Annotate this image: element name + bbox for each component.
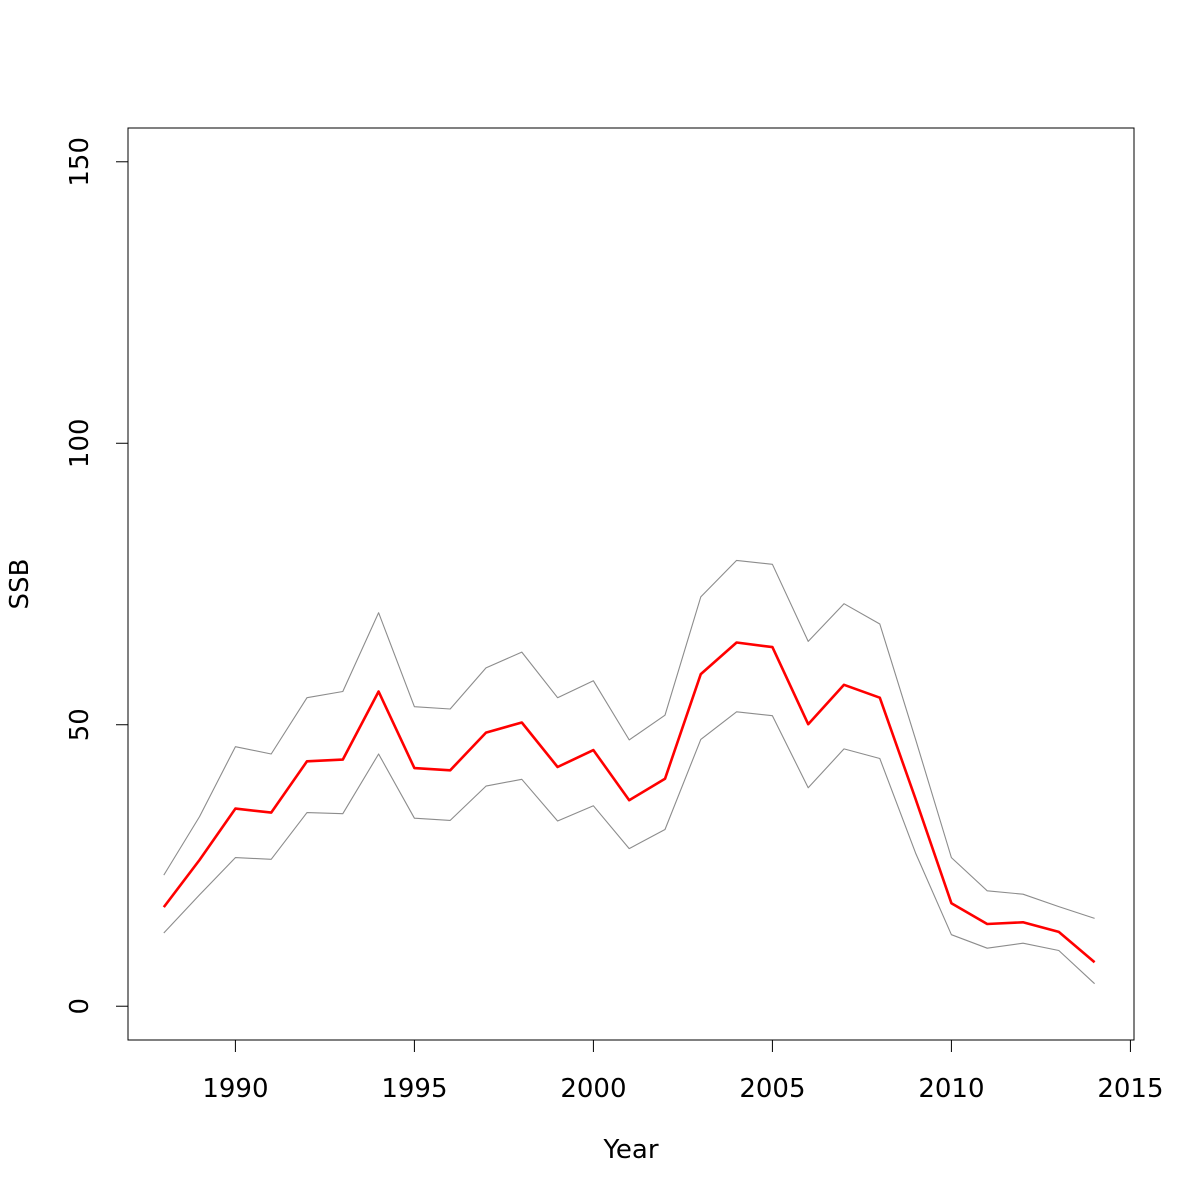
y-axis-ticks: 0 50 100 150	[65, 137, 128, 1015]
x-tick-label: 2010	[918, 1074, 984, 1104]
y-tick-label: 0	[65, 998, 95, 1015]
y-tick-label: 50	[65, 708, 95, 741]
series-line-lower	[163, 711, 1095, 985]
x-tick-label: 2005	[739, 1074, 805, 1104]
y-tick-label: 100	[65, 418, 95, 468]
series-layer	[162, 559, 1096, 985]
y-axis-title: SSB	[5, 559, 35, 610]
x-axis-ticks: 1990 1995 2000 2005 2010 2015	[202, 1040, 1164, 1104]
x-tick-label: 2000	[560, 1074, 626, 1104]
x-axis-title: Year	[602, 1135, 658, 1165]
y-tick-label: 150	[65, 137, 95, 187]
x-tick-label: 1995	[381, 1074, 447, 1104]
plot-frame	[127, 127, 1135, 1041]
series-line-estimate	[162, 641, 1096, 964]
x-tick-label: 2015	[1097, 1074, 1163, 1104]
x-tick-label: 1990	[202, 1074, 268, 1104]
series-line-upper	[163, 559, 1095, 919]
